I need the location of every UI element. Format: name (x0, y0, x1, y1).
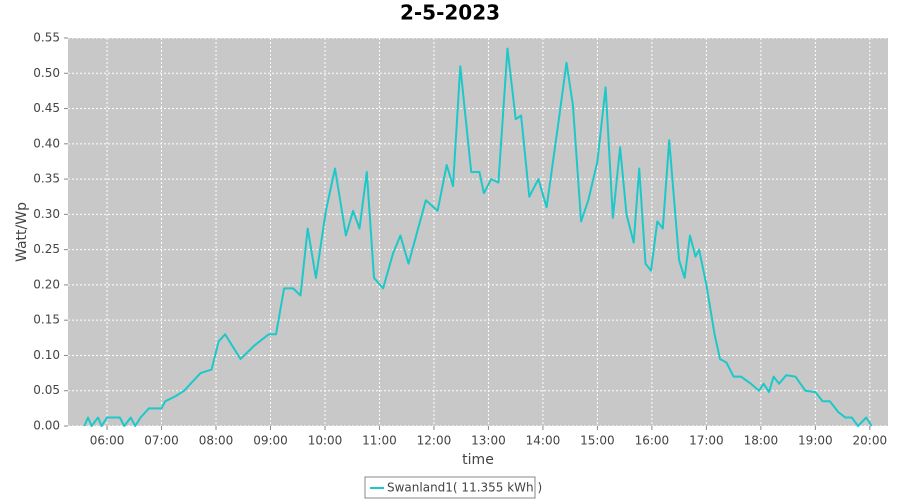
x-tick-label: 14:00 (526, 434, 561, 448)
y-tick-label: 0.50 (33, 66, 60, 80)
chart-title: 2-5-2023 (400, 1, 500, 25)
x-tick-label: 17:00 (689, 434, 724, 448)
y-tick-label: 0.45 (33, 101, 60, 115)
x-tick-label: 15:00 (580, 434, 615, 448)
x-tick-label: 13:00 (471, 434, 506, 448)
x-tick-label: 19:00 (798, 434, 833, 448)
y-axis-label: Watt/Wp (14, 202, 30, 262)
x-tick-label: 09:00 (253, 434, 288, 448)
y-tick-label: 0.25 (33, 242, 60, 256)
y-tick-label: 0.35 (33, 172, 60, 186)
y-tick-label: 0.55 (33, 31, 60, 45)
x-tick-label: 12:00 (417, 434, 452, 448)
legend-label: Swanland1( 11.355 kWh ) (387, 481, 542, 495)
x-tick-label: 07:00 (144, 434, 179, 448)
x-tick-label: 08:00 (199, 434, 234, 448)
legend (364, 476, 536, 499)
y-tick-label: 0.10 (33, 348, 60, 362)
x-tick-label: 16:00 (635, 434, 670, 448)
y-tick-label: 0.00 (33, 419, 60, 433)
x-tick-label: 06:00 (90, 434, 125, 448)
series-line (83, 47, 873, 427)
y-tick-label: 0.15 (33, 313, 60, 327)
y-tick-label: 0.05 (33, 383, 60, 397)
x-tick-label: 20:00 (853, 434, 888, 448)
x-tick-label: 11:00 (362, 434, 397, 448)
plot-area (68, 38, 888, 426)
x-tick-label: 18:00 (744, 434, 779, 448)
y-tick-label: 0.40 (33, 136, 60, 150)
x-axis-label: time (462, 452, 494, 468)
y-tick-label: 0.30 (33, 207, 60, 221)
y-tick-label: 0.20 (33, 277, 60, 291)
x-tick-label: 10:00 (308, 434, 343, 448)
